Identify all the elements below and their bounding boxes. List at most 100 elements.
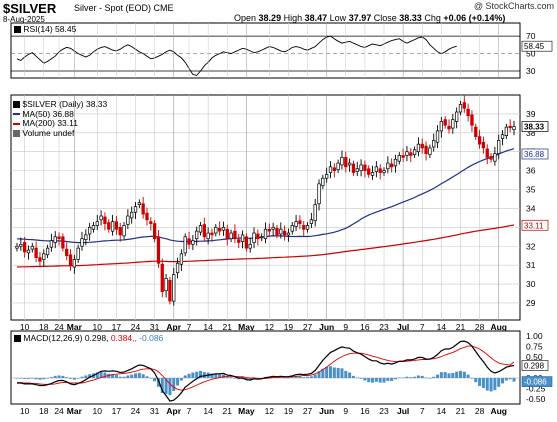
histogram-legend-value: -0.086 — [139, 333, 164, 343]
candle-body — [305, 225, 310, 230]
candle-body — [455, 111, 459, 122]
candle-body — [206, 232, 210, 240]
candle-body — [179, 253, 184, 265]
candle-body — [114, 221, 119, 230]
candle-body — [263, 228, 268, 240]
macd-histogram-bar — [470, 377, 474, 379]
candle-body — [38, 257, 42, 262]
macd-histogram-bar — [455, 371, 459, 378]
candle-body — [424, 145, 428, 154]
price-tick-label: 29 — [526, 298, 536, 308]
macd-x-tick-label: Apr — [166, 406, 181, 416]
ma50-legend-row: MA(50) 36.88 — [13, 108, 107, 120]
candle-body — [474, 126, 478, 137]
macd-histogram-bar — [436, 374, 440, 378]
candle-body — [156, 236, 161, 264]
macd-histogram-bar — [443, 372, 447, 378]
change-label: Chg — [424, 13, 441, 23]
macd-histogram-bar — [183, 375, 187, 378]
candle-body — [409, 152, 413, 156]
macd-histogram-bar — [34, 377, 38, 380]
macd-histogram-bar — [371, 377, 375, 383]
macd-histogram-bar — [279, 377, 283, 378]
macd-histogram-bar — [80, 376, 84, 378]
macd-x-tick-label: 17 — [112, 406, 122, 416]
candle-body — [458, 104, 463, 113]
macd-histogram-bar — [30, 377, 34, 379]
price-x-tick-label: Jun — [319, 322, 334, 332]
candle-body — [321, 177, 325, 187]
ma50-legend-swatch — [13, 113, 20, 116]
histogram-value-box — [521, 376, 553, 387]
candle-body — [298, 220, 302, 224]
candle-body — [336, 162, 340, 171]
macd-histogram-bar — [420, 375, 424, 378]
price-panel-frame — [10, 94, 521, 321]
candle-body — [252, 232, 256, 243]
candle-body — [260, 236, 264, 239]
macd-histogram-bar — [309, 376, 313, 378]
candle-body — [271, 227, 275, 230]
macd-x-tick-label: 10 — [93, 406, 103, 416]
rsi-legend-text: RSI(14) 58.45 — [23, 24, 77, 34]
macd-x-tick-label: 7 — [187, 406, 192, 416]
chart-symbol: $SILVER — [3, 1, 57, 16]
macd-histogram-bar — [95, 372, 99, 378]
macd-histogram-bar — [447, 373, 451, 378]
candle-body — [126, 215, 130, 225]
candle-body — [275, 227, 279, 236]
candle-body — [248, 244, 252, 249]
open-value: 38.29 — [258, 13, 282, 23]
macd-histogram-bar — [199, 370, 203, 378]
macd-histogram-bar — [328, 366, 332, 378]
candle-body — [466, 108, 470, 117]
instrument-name: Silver - Spot (EOD) CME — [74, 3, 174, 13]
candle-body — [347, 162, 352, 166]
macd-x-tick-label: 12 — [265, 406, 275, 416]
macd-histogram-bar — [313, 374, 317, 378]
macd-histogram-bar — [61, 375, 65, 378]
price-x-tick-label: 31 — [150, 322, 160, 332]
macd-histogram-bar — [508, 377, 512, 380]
macd-tick-label: 1.00 — [526, 331, 543, 341]
price-tick-label: 39 — [526, 109, 536, 119]
stockcharts-credit[interactable]: @ StockCharts.com — [473, 1, 554, 11]
macd-x-tick-label: 23 — [379, 406, 389, 416]
macd-histogram-bar — [160, 377, 164, 394]
candle-body — [363, 164, 367, 171]
price-x-tick-label: 24 — [131, 322, 141, 332]
price-x-tick-label: 18 — [39, 322, 49, 332]
macd-legend-label: MACD(12,26,9) — [23, 333, 83, 343]
candle-body — [149, 221, 153, 224]
candle-body — [317, 183, 321, 205]
price-x-tick-label: 21 — [456, 322, 466, 332]
macd-histogram-bar — [76, 377, 80, 379]
volume-legend-row: Volume undef — [13, 128, 107, 139]
candle-body — [237, 239, 241, 243]
candle-body — [42, 253, 46, 260]
macd-histogram-bar — [53, 375, 57, 378]
candle-body — [80, 238, 84, 247]
macd-histogram-bar — [168, 377, 172, 396]
candle-body — [103, 216, 107, 224]
macd-histogram-bar — [317, 371, 321, 378]
candle-body — [420, 143, 424, 149]
ma200-legend-row: MA(200) 33.11 — [13, 118, 107, 129]
macd-histogram-bar — [172, 377, 176, 391]
price-x-tick-label: 16 — [360, 322, 370, 332]
macd-histogram-bar — [493, 377, 497, 391]
rsi-line — [16, 35, 457, 76]
macd-histogram-bar — [84, 375, 88, 378]
price-x-tick-label: 28 — [475, 322, 485, 332]
macd-histogram-bar — [497, 377, 501, 387]
ma50-legend-text: MA(50) 36.88 — [22, 108, 74, 119]
candle-body — [217, 227, 222, 232]
candle-body — [267, 228, 271, 232]
price-x-tick-label: 14 — [203, 322, 213, 332]
candle-body — [137, 202, 141, 206]
candle-body — [412, 149, 417, 155]
macd-histogram-bar — [69, 377, 73, 379]
ma200-legend-text: MA(200) 33.11 — [22, 118, 78, 129]
low-value: 37.97 — [348, 13, 372, 23]
